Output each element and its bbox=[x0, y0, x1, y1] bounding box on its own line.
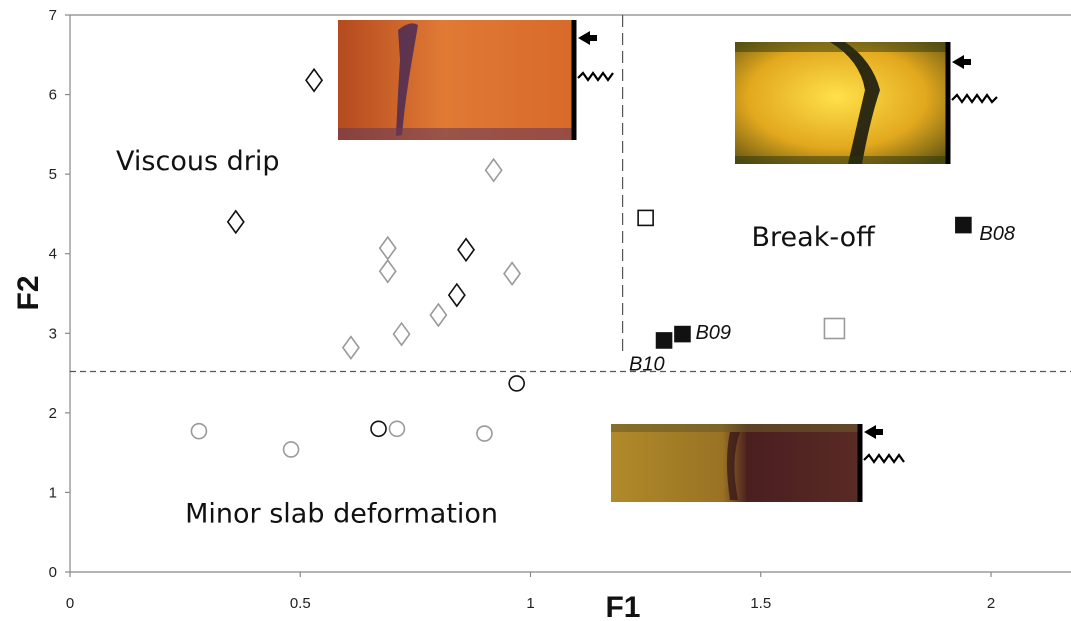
inset-photo-minor-deformation bbox=[611, 424, 905, 502]
y-tick-label: 5 bbox=[49, 166, 57, 183]
diamond-marker bbox=[392, 321, 411, 347]
y-axis-title: F2 bbox=[12, 275, 45, 310]
x-tick-label: 1 bbox=[526, 595, 534, 612]
y-tick-label: 4 bbox=[49, 246, 57, 263]
y-tick-label: 2 bbox=[49, 405, 57, 422]
diamond-marker bbox=[429, 302, 448, 328]
point-label: B10 bbox=[629, 353, 665, 375]
y-tick-label: 6 bbox=[49, 87, 57, 104]
circle-marker bbox=[282, 441, 300, 458]
square-marker bbox=[823, 317, 846, 340]
diamond-marker bbox=[378, 235, 397, 261]
region-label: Viscous drip bbox=[116, 146, 279, 177]
square-marker bbox=[637, 209, 654, 227]
x-tick-label: 1.5 bbox=[750, 595, 771, 612]
inset-photo-viscous-drip bbox=[338, 20, 614, 140]
y-tick-label: 1 bbox=[49, 484, 57, 501]
diamond-marker bbox=[226, 209, 245, 235]
y-tick-label: 3 bbox=[49, 325, 57, 342]
diamond-marker bbox=[484, 157, 503, 183]
diamond-marker bbox=[457, 237, 476, 263]
circle-marker bbox=[476, 425, 493, 442]
square-marker bbox=[955, 216, 972, 234]
x-axis-title: F1 bbox=[605, 591, 640, 621]
square-marker bbox=[655, 332, 673, 349]
x-tick-label: 0.5 bbox=[290, 595, 311, 612]
y-tick-label: 0 bbox=[49, 564, 57, 581]
y-tick-label: 7 bbox=[49, 7, 57, 24]
x-tick-label: 0 bbox=[66, 595, 74, 612]
diamond-marker bbox=[378, 258, 397, 284]
diamond-marker bbox=[503, 261, 522, 286]
diamond-marker bbox=[305, 67, 324, 93]
square-marker bbox=[674, 325, 691, 343]
diamond-marker bbox=[341, 335, 360, 360]
circle-marker bbox=[370, 420, 387, 438]
inset-photo-break-off bbox=[735, 42, 998, 164]
region-label: Minor slab deformation bbox=[185, 499, 498, 530]
x-tick-label: 2 bbox=[987, 595, 995, 612]
diamond-marker bbox=[447, 282, 466, 308]
region-label: Break-off bbox=[752, 222, 877, 253]
point-label: B08 bbox=[979, 223, 1015, 245]
circle-marker bbox=[388, 420, 406, 438]
circle-marker bbox=[190, 422, 208, 440]
circle-marker bbox=[508, 375, 525, 392]
point-label: B09 bbox=[695, 322, 731, 344]
